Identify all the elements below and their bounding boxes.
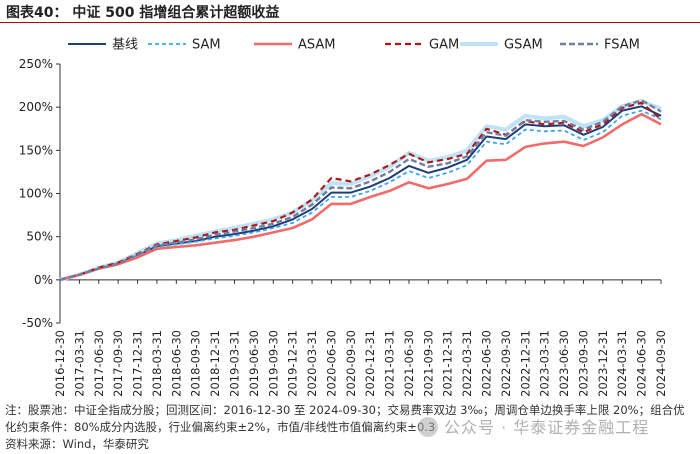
note-line-3: 资料来源：Wind，华泰研究	[5, 437, 149, 451]
chart-notes: 注：股票池：中证全指成分股；回测区间：2016-12-30 至 2024-09-…	[5, 402, 695, 453]
x-tick-label: 2018-12-31	[208, 330, 222, 397]
legend-label-5: FSAM	[604, 38, 640, 53]
series-line-1	[59, 109, 662, 281]
watermark-text: 公众号 · 华泰证券金融工程	[444, 418, 650, 437]
x-tick-label: 2021-03-31	[383, 330, 397, 397]
series-line-5	[59, 99, 662, 281]
series-line-4	[59, 99, 662, 282]
y-tick-label: 100%	[19, 187, 53, 201]
x-tick-label: 2017-06-30	[92, 330, 106, 397]
x-tick-label: 2021-09-30	[421, 330, 435, 397]
x-tick-label: 2023-06-30	[557, 330, 571, 397]
x-tick-label: 2023-09-30	[576, 330, 590, 397]
y-tick-label: 0%	[34, 273, 53, 287]
x-tick-label: 2018-03-31	[150, 330, 164, 397]
x-tick-label: 2021-06-30	[402, 330, 416, 397]
x-tick-label: 2023-03-31	[538, 330, 552, 397]
series-line-3	[59, 101, 662, 281]
x-tick-label: 2019-09-30	[266, 330, 280, 397]
y-tick-label: -50%	[22, 316, 53, 330]
x-tick-label: 2024-09-30	[654, 330, 668, 397]
legend-label-3: GAM	[429, 38, 459, 53]
legend-label-4: GSAM	[504, 38, 543, 53]
chart-title: 图表40： 中证 500 指增组合累计超额收益	[6, 5, 280, 21]
x-tick-label: 2019-06-30	[247, 330, 261, 397]
note-line-2: 化约束条件：80%成分内选股，行业偏离约束±2%，市值/非线性市值偏离约束±0.…	[5, 420, 436, 434]
x-tick-label: 2020-09-30	[344, 330, 358, 397]
line-chart: -50% 0% 50% 100% 150% 200% 250% 2016-12-30 2017-…	[19, 38, 668, 397]
legend-label-2: ASAM	[298, 38, 336, 53]
y-tick-label: 150%	[19, 143, 53, 157]
x-tick-label: 2018-09-30	[189, 330, 203, 397]
x-tick-label: 2019-03-31	[227, 330, 241, 397]
y-tick-label: 250%	[19, 57, 53, 71]
x-tick-label: 2024-06-30	[635, 330, 649, 397]
series-line-2	[59, 112, 662, 282]
x-tick-label: 2021-12-31	[441, 330, 455, 397]
note-line-1: 注：股票池：中证全指成分股；回测区间：2016-12-30 至 2024-09-…	[5, 403, 685, 417]
x-tick-label: 2022-12-31	[518, 330, 532, 397]
title-bar: 图表40： 中证 500 指增组合累计超额收益	[0, 0, 700, 23]
x-tick-label: 2020-03-31	[305, 330, 319, 397]
y-tick-label: 50%	[26, 230, 53, 244]
x-tick-label: 2016-12-30	[53, 330, 67, 397]
x-tick-label: 2022-09-30	[499, 330, 513, 397]
x-tick-label: 2020-06-30	[324, 330, 338, 397]
x-tick-label: 2017-12-31	[131, 330, 145, 397]
x-tick-label: 2022-03-31	[460, 330, 474, 397]
x-tick-label: 2019-12-31	[286, 330, 300, 397]
wechat-icon	[418, 417, 438, 437]
x-tick-label: 2018-06-30	[169, 330, 183, 397]
x-tick-label: 2017-09-30	[111, 330, 125, 397]
x-tick-label: 2024-03-31	[615, 330, 629, 397]
legend-label-0: 基线	[112, 38, 138, 53]
y-tick-label: 200%	[19, 100, 53, 114]
x-tick-label: 2020-12-31	[363, 330, 377, 397]
legend-label-1: SAM	[192, 38, 221, 53]
x-tick-label: 2017-03-31	[72, 330, 86, 397]
x-tick-label: 2022-06-30	[480, 330, 494, 397]
watermark: 公众号 · 华泰证券金融工程	[418, 414, 649, 438]
x-tick-label: 2023-12-31	[596, 330, 610, 397]
